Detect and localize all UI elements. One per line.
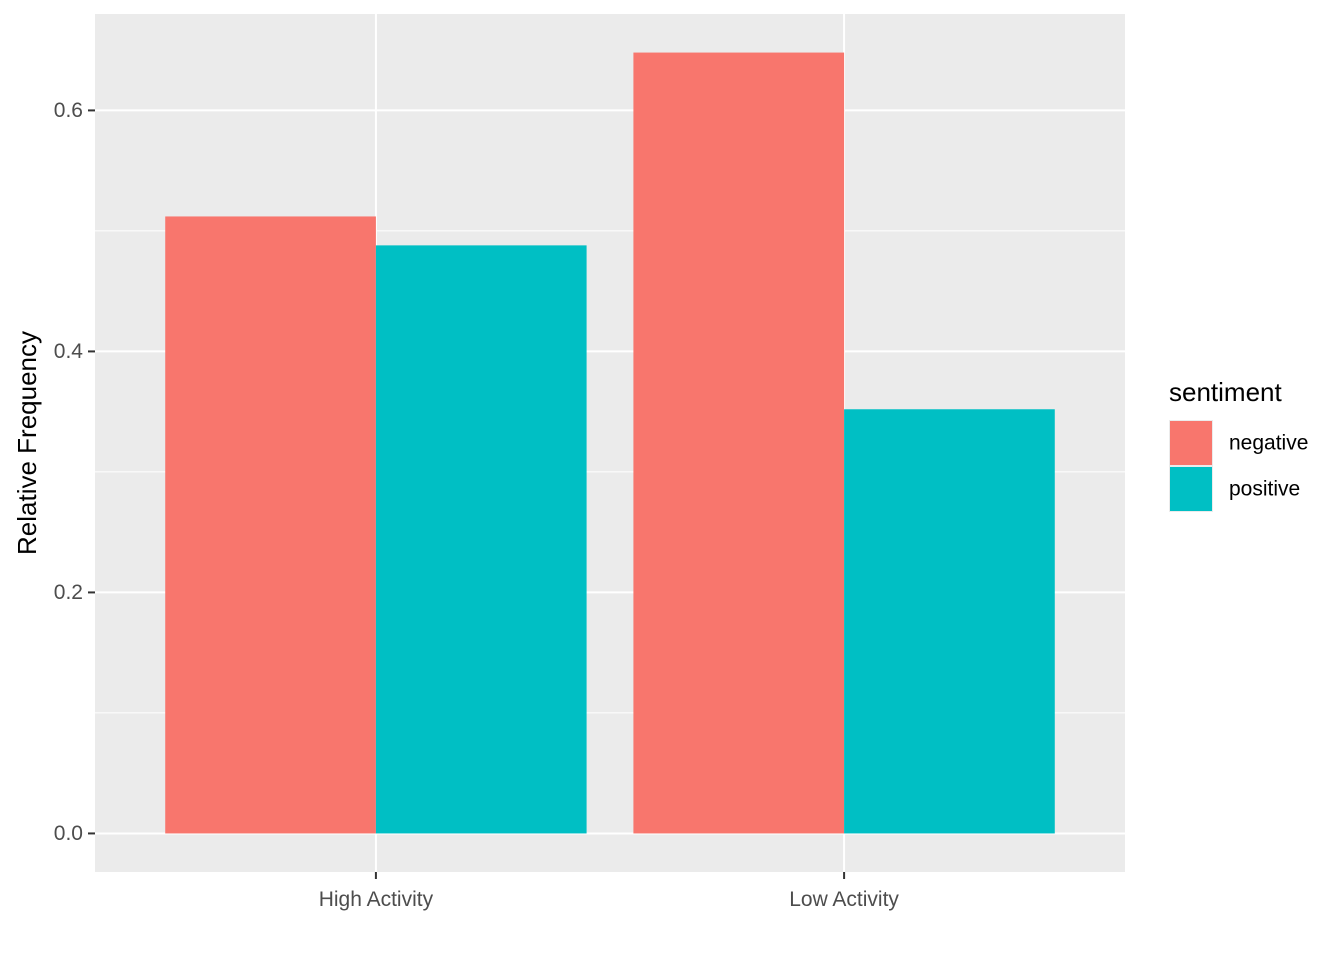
bars xyxy=(165,52,1055,834)
y-tick-label: 0.6 xyxy=(54,99,83,122)
x-tick-label: Low Activity xyxy=(789,888,899,911)
x-tick-label: High Activity xyxy=(319,888,434,911)
y-axis-title: Relative Frequency xyxy=(12,331,42,555)
y-tick-label: 0.4 xyxy=(54,340,84,363)
bar-negative-high-activity xyxy=(165,216,376,834)
legend: sentiment negative positive xyxy=(1169,377,1308,512)
bar-positive-high-activity xyxy=(375,245,587,834)
bar-positive-low-activity xyxy=(844,409,1055,834)
x-axis: High Activity Low Activity xyxy=(319,872,899,911)
legend-key-negative xyxy=(1170,421,1212,465)
y-tick-label: 0.2 xyxy=(54,581,83,604)
y-axis: 0.0 0.2 0.4 0.6 xyxy=(54,99,95,845)
legend-key-positive xyxy=(1170,467,1212,511)
legend-label-negative: negative xyxy=(1229,432,1308,455)
legend-title: sentiment xyxy=(1169,377,1282,407)
legend-label-positive: positive xyxy=(1229,478,1300,501)
bar-negative-low-activity xyxy=(633,52,845,834)
y-tick-label: 0.0 xyxy=(54,822,83,845)
